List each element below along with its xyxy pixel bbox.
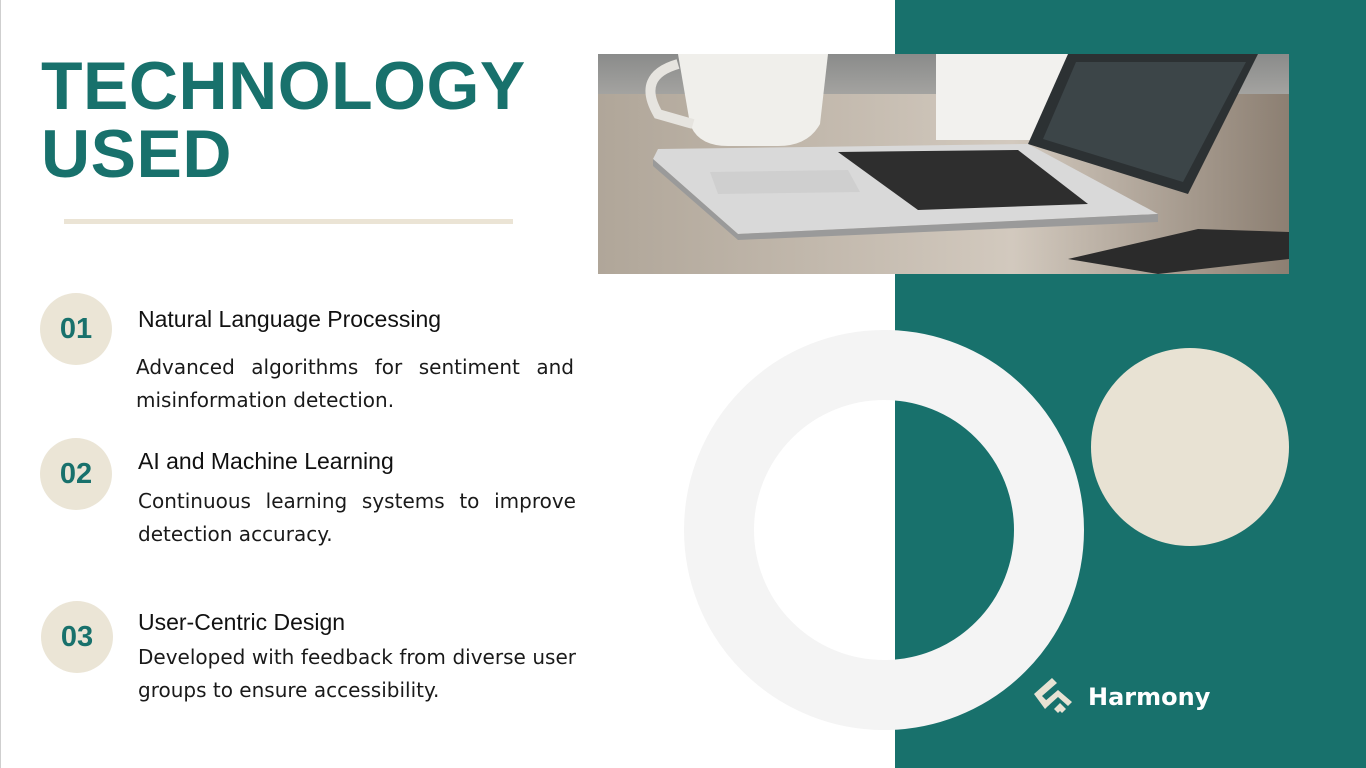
laptop-photo	[598, 54, 1289, 274]
harmony-logo: Harmony	[1030, 674, 1210, 719]
item-description: Developed with feedback from diverse use…	[138, 645, 576, 702]
harmony-logo-icon	[1030, 674, 1076, 719]
brand-name: Harmony	[1088, 682, 1211, 711]
item-title: Natural Language Processing	[138, 306, 442, 332]
item-title: User-Centric Design	[138, 609, 346, 635]
title-underline	[64, 219, 513, 224]
decorative-cream-circle	[1091, 348, 1289, 546]
slide-left-border	[0, 0, 1, 768]
slide-title-line-1: TECHNOLOGY	[41, 48, 526, 124]
item-description: Continuous learning systems to improve d…	[138, 489, 576, 546]
slide-title-line-2: USED	[41, 116, 232, 192]
item-description: Advanced algorithms for sentiment and mi…	[136, 355, 574, 412]
item-number-badge: 01	[40, 293, 112, 365]
item-number-badge: 02	[40, 438, 112, 510]
decorative-ring	[684, 330, 1084, 730]
item-number-badge: 03	[41, 601, 113, 673]
item-title: AI and Machine Learning	[138, 448, 394, 474]
slide-title: TECHNOLOGY USED	[41, 52, 581, 188]
